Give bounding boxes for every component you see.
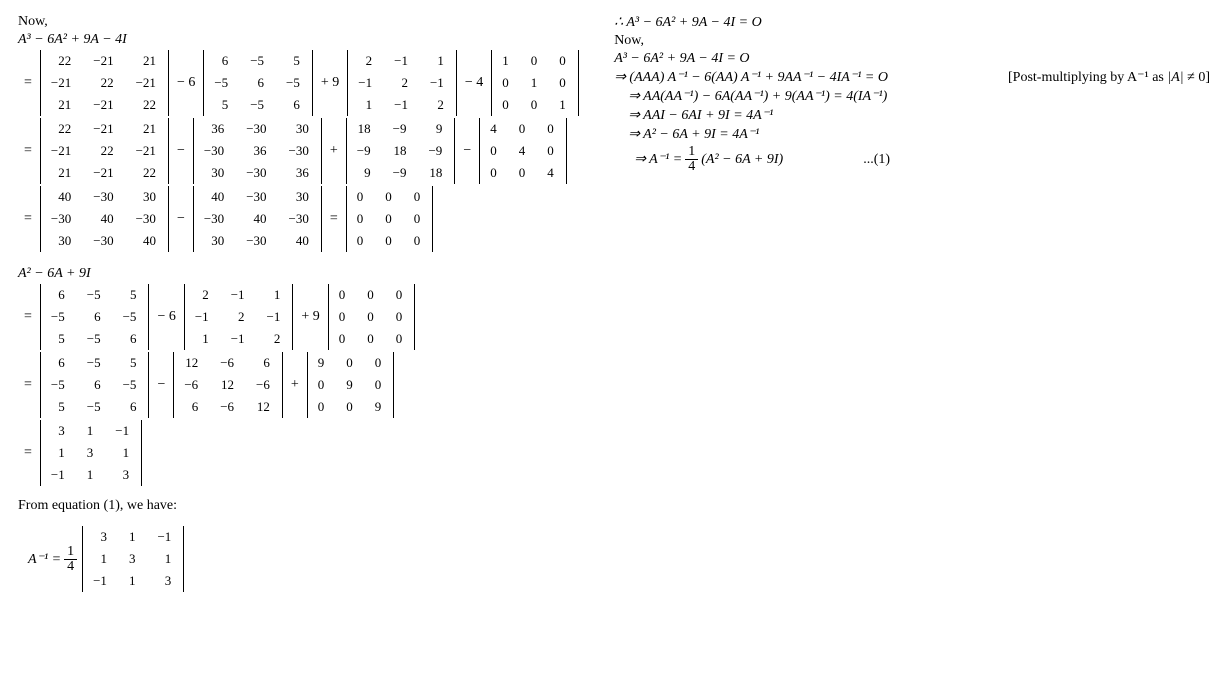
top-row: Now, A³ − 6A² + 9A − 4I = 22−2121−2122−2… xyxy=(18,12,1210,594)
implies5-post: (A² − 6A + 9I) xyxy=(701,152,783,168)
implies2: ⇒ AA(AA⁻¹) − 6A(AA⁻¹) + 9(AA⁻¹) = 4(IA⁻¹… xyxy=(628,89,887,104)
minus-sign: − xyxy=(171,211,191,227)
step2c: = 31−1131−113 xyxy=(18,420,606,486)
implies5-pre: ⇒ A⁻¹ = xyxy=(634,151,682,168)
step1a: = 22−2121−2122−2121−2122 − 6 6−55−56−55−… xyxy=(18,50,606,116)
minus-sign: − xyxy=(457,143,477,159)
final-inverse: A⁻¹ = 14 31−1131−113 xyxy=(18,526,606,592)
implies-row-1: ⇒ (AAA) A⁻¹ − 6(AA) A⁻¹ + 9AA⁻¹ − 4IA⁻¹ … xyxy=(614,69,1210,86)
right-column: ∴ A³ − 6A² + 9A − 4I = O Now, A³ − 6A² +… xyxy=(614,12,1210,176)
mat-a: 2−11−12−11−12 xyxy=(184,284,294,350)
mat-a2: 6−55−56−55−56 xyxy=(40,284,150,350)
frac-one-fourth: 14 xyxy=(64,545,77,574)
frac-one-fourth: 14 xyxy=(685,145,698,174)
implies-row-5: ⇒ A⁻¹ = 14 (A² − 6A + 9I) ...(1) xyxy=(614,145,1210,174)
step1b: = 22−2121−2122−2121−2122 − 36−3030−3036−… xyxy=(18,118,606,184)
eq-sign: = xyxy=(18,143,38,159)
mat-sum40b: 40−3030−3040−3030−3040 xyxy=(193,186,322,252)
poly-expr: A³ − 6A² + 9A − 4I xyxy=(18,32,127,47)
mat-res: 31−1131−113 xyxy=(40,420,142,486)
now-label-2: Now, xyxy=(614,33,1210,49)
plus-sign: + xyxy=(285,377,305,393)
eq-sign: = xyxy=(324,211,344,227)
left-column: Now, A³ − 6A² + 9A − 4I = 22−2121−2122−2… xyxy=(18,12,606,594)
minus6: − 6 xyxy=(171,75,201,91)
mat-6a: 12−66−612−66−612 xyxy=(173,352,283,418)
mat-a2: 6−55−56−55−56 xyxy=(40,352,150,418)
eq-sign: = xyxy=(18,377,38,393)
mat-zero: 000000000 xyxy=(346,186,434,252)
implies1: ⇒ (AAA) A⁻¹ − 6(AA) A⁻¹ + 9AA⁻¹ − 4IA⁻¹ … xyxy=(614,69,888,86)
mat-a: 2−11−12−11−12 xyxy=(347,50,457,116)
implies4: ⇒ A² − 6A + 9I = 4A⁻¹ xyxy=(628,127,759,142)
plus-sign: + xyxy=(324,143,344,159)
implies3: ⇒ AAI − 6AI + 9I = 4A⁻¹ xyxy=(628,108,773,123)
plus9: + 9 xyxy=(315,75,345,91)
step2a: = 6−55−56−55−56 − 6 2−11−12−11−12 + 9 00… xyxy=(18,284,606,350)
ainv-label: A⁻¹ = xyxy=(28,552,61,567)
plus9: + 9 xyxy=(295,309,325,325)
mat-res-final: 31−1131−113 xyxy=(82,526,184,592)
eq-number: ...(1) xyxy=(863,152,890,168)
poly2-expr: A² − 6A + 9I xyxy=(18,266,91,281)
mat-zero: 000000000 xyxy=(328,284,416,350)
therefore-line: ∴ A³ − 6A² + 9A − 4I = O xyxy=(614,15,762,30)
eq-o: A³ − 6A² + 9A − 4I = O xyxy=(614,51,749,66)
post-note: [Post-multiplying by A⁻¹ as |A| ≠ 0] xyxy=(1008,69,1210,86)
mat-4i: 400040004 xyxy=(479,118,567,184)
minus6: − 6 xyxy=(151,309,181,325)
step2b: = 6−55−56−55−56 − 12−66−612−66−612 + 900… xyxy=(18,352,606,418)
mat-9a: 18−99−918−99−918 xyxy=(346,118,456,184)
mat-sum40a: 40−3030−3040−3030−3040 xyxy=(40,186,169,252)
step1c: = 40−3030−3040−3030−3040 − 40−3030−3040−… xyxy=(18,186,606,252)
minus4: − 4 xyxy=(459,75,489,91)
eq-sign: = xyxy=(18,445,38,461)
from-eq-label: From equation (1), we have: xyxy=(18,498,606,514)
mat-9i: 900090009 xyxy=(307,352,395,418)
minus-sign: − xyxy=(151,377,171,393)
mat-i: 100010001 xyxy=(491,50,579,116)
mat-6a2: 36−3030−3036−3030−3036 xyxy=(193,118,322,184)
now-label: Now, xyxy=(18,14,606,30)
mat-a2: 6−55−56−55−56 xyxy=(203,50,313,116)
mat-a3: 22−2121−2122−2121−2122 xyxy=(40,118,169,184)
eq-sign: = xyxy=(18,309,38,325)
eq-sign: = xyxy=(18,75,38,91)
eq-sign: = xyxy=(18,211,38,227)
minus-sign: − xyxy=(171,143,191,159)
mat-a3: 22−2121−2122−2121−2122 xyxy=(40,50,169,116)
